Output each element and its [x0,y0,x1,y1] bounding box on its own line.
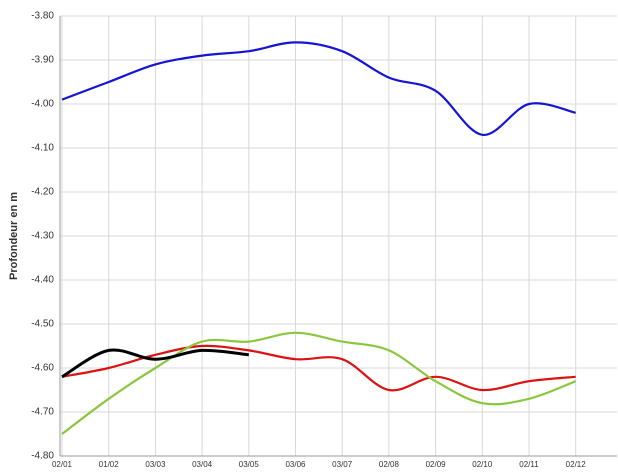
series-line [61,41,576,136]
series-line [61,344,576,392]
y-tick-label: -4.60 [31,363,54,374]
y-tick-label: -4.10 [31,143,54,154]
y-axis-label: Profondeur en m [8,192,20,280]
x-tick-label: 03/07 [332,460,353,469]
x-tick-label: 02/08 [379,460,400,469]
series-line [61,348,249,379]
x-tick-label: 03/06 [285,460,306,469]
x-tick-label: 01/02 [99,460,120,469]
y-tick-label: -4.00 [31,99,54,110]
x-tick-label: 02/11 [519,460,539,469]
x-tick-label: 03/03 [145,460,166,469]
x-tick-label: 02/10 [472,460,493,469]
y-tick-label: -4.80 [31,451,54,462]
x-tick-label: 02/12 [566,460,587,469]
y-tick-label: -4.70 [31,407,54,418]
x-tick-label: 03/04 [192,460,213,469]
y-tick-label: -4.30 [31,231,54,242]
y-tick-label: -3.80 [31,11,54,22]
series-line [61,331,577,435]
y-tick-label: -4.50 [31,319,54,330]
x-tick-label: 03/05 [239,460,260,469]
y-tick-label: -4.20 [31,187,54,198]
y-tick-label: -4.40 [31,275,54,286]
x-tick-label: 02/09 [426,460,447,469]
y-tick-label: -3.90 [31,55,54,66]
x-tick-label: 02/01 [52,460,73,469]
